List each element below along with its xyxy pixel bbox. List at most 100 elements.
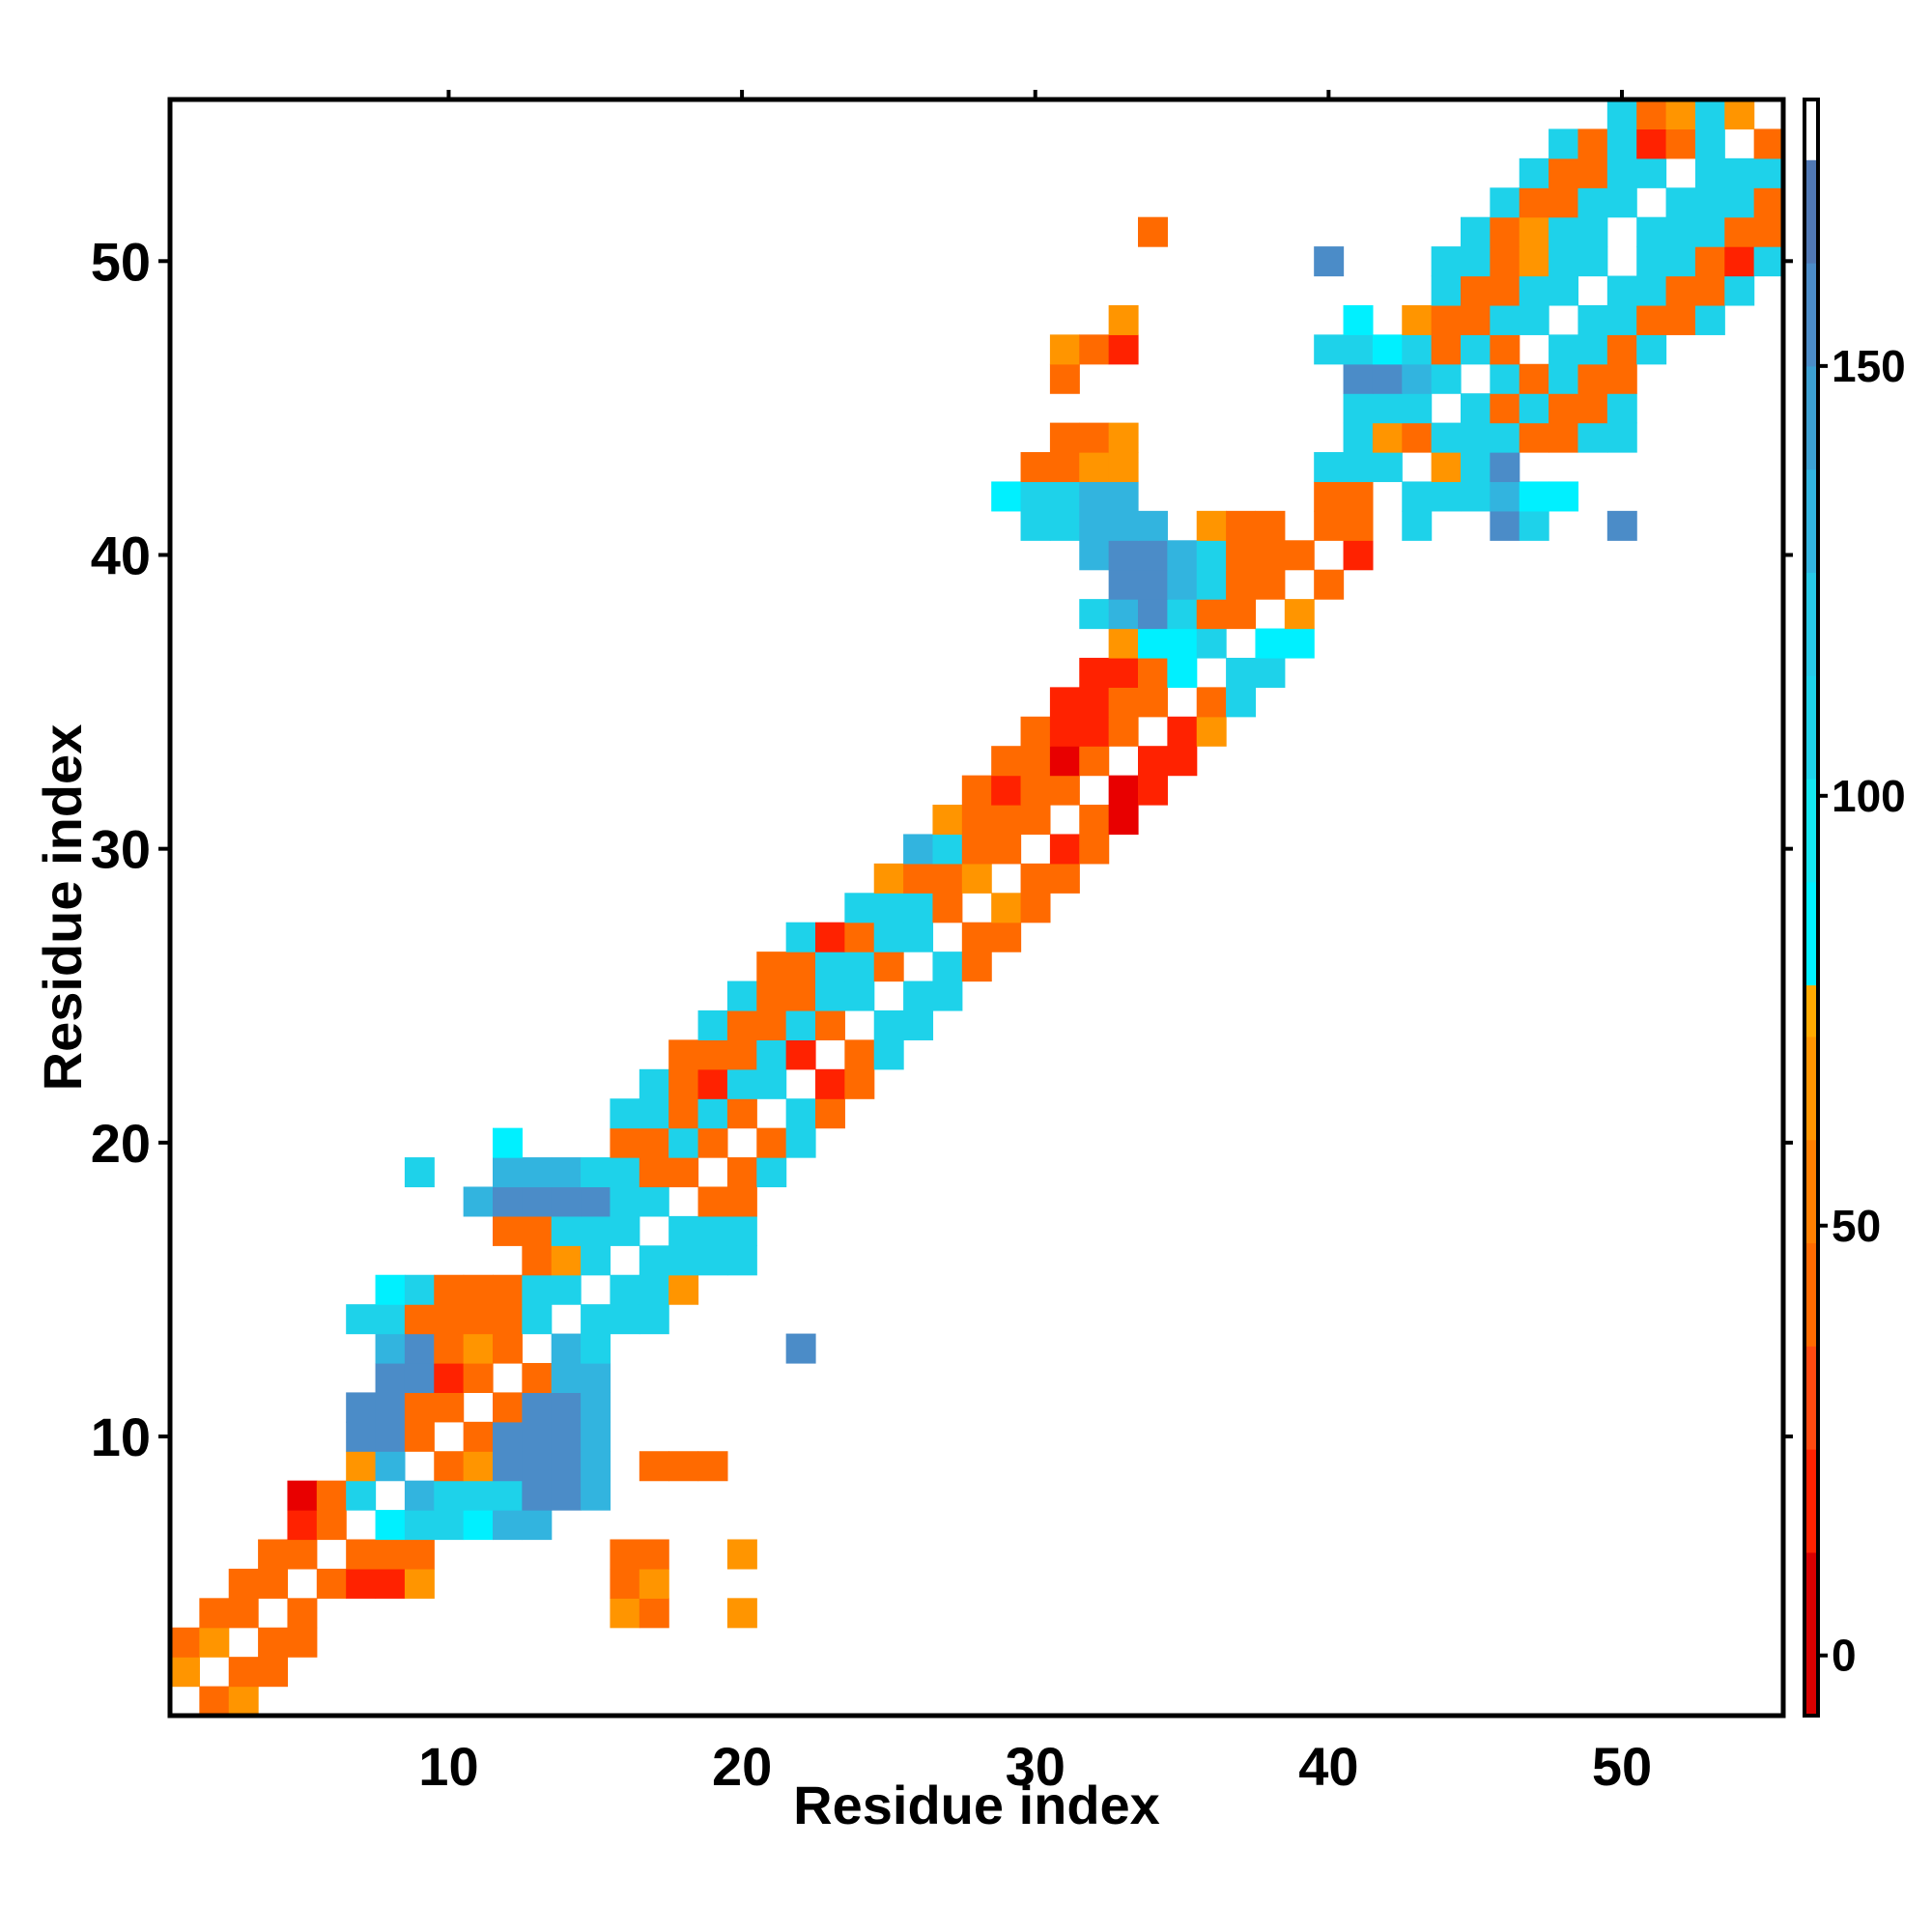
heatmap-cell bbox=[873, 863, 904, 894]
heatmap-cell bbox=[1284, 540, 1315, 571]
heatmap-cell bbox=[1548, 246, 1579, 277]
heatmap-cell bbox=[1636, 99, 1667, 130]
heatmap-cell bbox=[932, 952, 963, 982]
heatmap-cell bbox=[522, 1215, 553, 1246]
heatmap-cell bbox=[1020, 716, 1051, 747]
heatmap-cell bbox=[1461, 334, 1491, 365]
heatmap-cell bbox=[551, 1245, 582, 1276]
heatmap-cell bbox=[1606, 510, 1637, 541]
heatmap-cell bbox=[991, 775, 1022, 806]
y-tick-label: 10 bbox=[91, 1406, 151, 1467]
colorbar-segment bbox=[1804, 1551, 1818, 1717]
heatmap-cell bbox=[1490, 187, 1520, 218]
heatmap-cell bbox=[1343, 452, 1374, 483]
heatmap-cell bbox=[610, 1127, 640, 1158]
heatmap-cell bbox=[463, 1362, 494, 1393]
heatmap-cell bbox=[1020, 746, 1051, 777]
heatmap-cell bbox=[1167, 628, 1198, 659]
heatmap-cell bbox=[1519, 187, 1549, 218]
heatmap-cell bbox=[170, 1627, 200, 1658]
heatmap-cell bbox=[551, 1392, 582, 1423]
y-tick-label: 40 bbox=[91, 525, 151, 585]
heatmap-cell bbox=[1577, 187, 1608, 218]
heatmap-cell bbox=[1167, 746, 1198, 777]
colorbar-segment bbox=[1804, 1036, 1818, 1141]
heatmap-cell bbox=[404, 1362, 435, 1393]
heatmap-cell bbox=[785, 1009, 816, 1040]
heatmap-cell bbox=[1049, 834, 1080, 865]
heatmap-cells bbox=[170, 99, 1784, 1717]
heatmap-cell bbox=[375, 1362, 406, 1393]
heatmap-cell bbox=[668, 1068, 699, 1099]
heatmap-cell bbox=[1226, 569, 1257, 600]
heatmap-cell bbox=[1049, 863, 1080, 894]
colorbar-segment bbox=[1804, 984, 1818, 1037]
heatmap-cell bbox=[1548, 187, 1579, 218]
heatmap-cell bbox=[1431, 275, 1462, 306]
heatmap-cell bbox=[903, 863, 934, 894]
colorbar-segment bbox=[1804, 881, 1818, 986]
heatmap-cell bbox=[1606, 393, 1637, 424]
heatmap-cell bbox=[1079, 510, 1110, 541]
heatmap-cell bbox=[726, 1186, 757, 1217]
heatmap-cell bbox=[639, 1098, 669, 1129]
heatmap-cell bbox=[785, 980, 816, 1011]
heatmap-cell bbox=[610, 1539, 640, 1570]
heatmap-cell bbox=[991, 805, 1022, 836]
heatmap-cell bbox=[991, 893, 1022, 923]
heatmap-cell bbox=[463, 1480, 494, 1511]
heatmap-cell bbox=[1548, 481, 1579, 512]
heatmap-cell bbox=[1665, 304, 1696, 335]
heatmap-cell bbox=[1372, 393, 1403, 424]
heatmap-cell bbox=[581, 1392, 611, 1423]
x-tick-label: 20 bbox=[712, 1736, 772, 1797]
heatmap-cell bbox=[1461, 481, 1491, 512]
heatmap-cell bbox=[903, 1009, 934, 1040]
heatmap-cell bbox=[1343, 422, 1374, 453]
heatmap-cell bbox=[1548, 393, 1579, 424]
heatmap-cell bbox=[903, 922, 934, 952]
heatmap-cell bbox=[785, 922, 816, 952]
heatmap-cell bbox=[1049, 775, 1080, 806]
heatmap-cell bbox=[1519, 422, 1549, 453]
heatmap-cell bbox=[1490, 481, 1520, 512]
heatmap-cell bbox=[815, 1098, 845, 1129]
heatmap-cell bbox=[1049, 334, 1080, 365]
heatmap-cell bbox=[1167, 716, 1198, 747]
heatmap-cell bbox=[1402, 481, 1433, 512]
heatmap-cell bbox=[404, 1510, 435, 1541]
heatmap-cell bbox=[1167, 540, 1198, 571]
heatmap-cell bbox=[1108, 422, 1139, 453]
heatmap-cell bbox=[873, 952, 904, 982]
heatmap-cell bbox=[375, 1451, 406, 1482]
heatmap-cell bbox=[434, 1362, 465, 1393]
heatmap-cell bbox=[463, 1304, 494, 1335]
heatmap-cell bbox=[1167, 569, 1198, 600]
heatmap-cell bbox=[404, 1568, 435, 1599]
heatmap-cell bbox=[375, 1274, 406, 1305]
heatmap-cell bbox=[932, 805, 963, 836]
heatmap-cell bbox=[287, 1480, 318, 1511]
x-tick-label: 40 bbox=[1298, 1736, 1358, 1797]
heatmap-cell bbox=[1519, 481, 1549, 512]
heatmap-cell bbox=[1314, 452, 1345, 483]
heatmap-cell bbox=[404, 1421, 435, 1452]
heatmap-cell bbox=[1431, 304, 1462, 335]
heatmap-cell bbox=[1108, 599, 1139, 630]
heatmap-cell bbox=[1314, 246, 1345, 277]
heatmap-cell bbox=[1724, 216, 1755, 247]
heatmap-cell bbox=[1108, 510, 1139, 541]
heatmap-cell bbox=[1196, 687, 1227, 718]
colorbar-tick-label: 0 bbox=[1832, 1631, 1857, 1681]
heatmap-cell bbox=[1402, 304, 1433, 335]
y-tick-label: 30 bbox=[91, 819, 151, 880]
heatmap-cell bbox=[375, 1304, 406, 1335]
heatmap-cell bbox=[404, 1274, 435, 1305]
heatmap-cell bbox=[375, 1510, 406, 1541]
x-tick-label: 30 bbox=[1006, 1736, 1065, 1797]
heatmap-cell bbox=[581, 1333, 611, 1364]
heatmap-cell bbox=[610, 1098, 640, 1129]
x-axis-title: Residue index bbox=[793, 1775, 1160, 1835]
heatmap-cell bbox=[1020, 863, 1051, 894]
heatmap-cell bbox=[581, 1421, 611, 1452]
